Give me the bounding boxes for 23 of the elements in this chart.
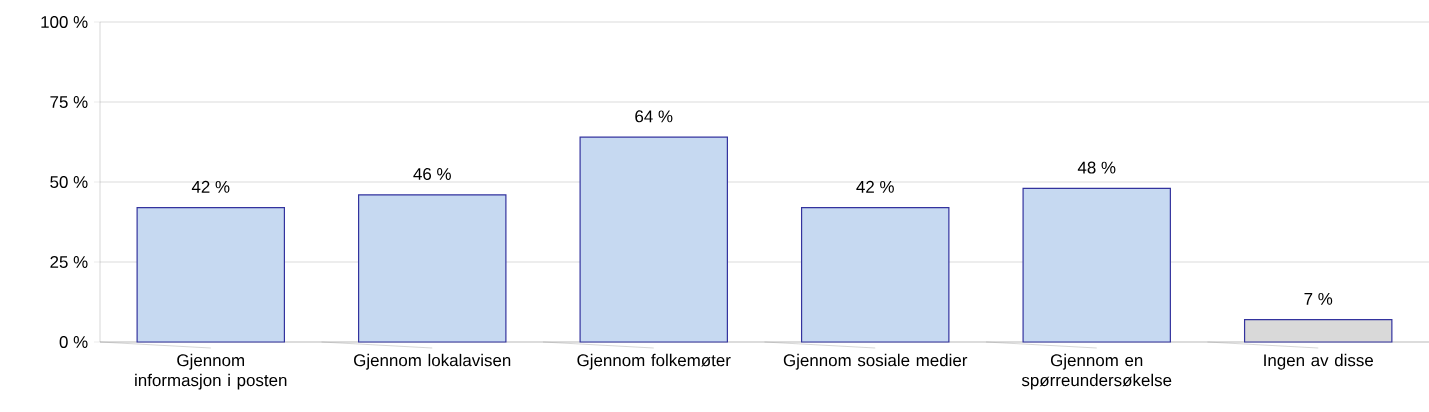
bar bbox=[579, 136, 728, 343]
y-tick-label: 50 % bbox=[50, 176, 88, 188]
data-label: 42 % bbox=[191, 180, 230, 193]
y-tick-label: 25 % bbox=[50, 256, 88, 268]
x-tick-label: Gjennom sosiale medier bbox=[783, 353, 968, 370]
bar bbox=[1022, 187, 1171, 343]
x-tick-label: Gjennom folkemøter bbox=[577, 353, 731, 370]
x-tick-label: Gjennom informasjon i posten bbox=[135, 353, 287, 390]
x-tick-label: Ingen av disse bbox=[1264, 353, 1373, 370]
data-label: 48 % bbox=[1077, 161, 1116, 174]
data-label: 46 % bbox=[413, 167, 451, 180]
data-label: 64 % bbox=[635, 110, 673, 123]
bar bbox=[1243, 319, 1393, 343]
y-tick-label: 75 % bbox=[50, 96, 88, 108]
bar bbox=[800, 207, 950, 343]
y-tick-label: 100 % bbox=[41, 16, 88, 28]
bar bbox=[358, 194, 507, 343]
x-tick-label: Gjennom en spørreundersøkelse bbox=[1021, 353, 1172, 390]
y-tick-label: 0 % bbox=[59, 336, 88, 348]
bar bbox=[136, 207, 285, 343]
data-label: 42 % bbox=[856, 180, 894, 193]
x-tick-label: Gjennom lokalavisen bbox=[354, 353, 511, 370]
data-label: 7 % bbox=[1304, 292, 1333, 305]
